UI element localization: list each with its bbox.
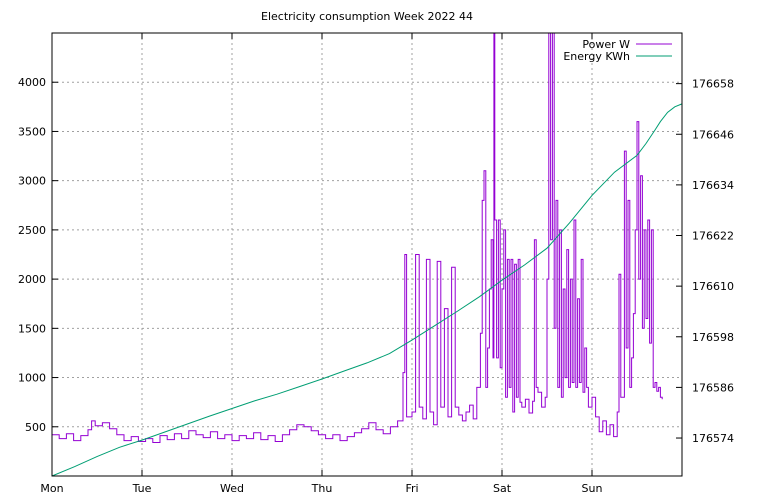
plot-frame: [51, 32, 683, 477]
series-layer: [51, 32, 683, 477]
x-tick-label: Sat: [493, 482, 512, 495]
x-tick-label: Fri: [405, 482, 418, 495]
y-right-tick-label: 176646: [692, 128, 734, 141]
y-right-tick-label: 176634: [692, 179, 734, 192]
axes: Mon Tue Wed Thu Fri Sat Sun 500 1000 1500 2000 2500…: [18, 33, 734, 495]
y-right-tick-label: 176574: [692, 432, 734, 445]
y-right-tick-label: 176586: [692, 381, 734, 394]
x-tick-label: Wed: [220, 482, 244, 495]
legend-entry-label: Power W: [582, 38, 630, 51]
x-tick-label: Tue: [132, 482, 152, 495]
y-left-tick-label: 2000: [18, 273, 46, 286]
legend-entry-label: Energy KWh: [563, 50, 630, 63]
y-left-tick-label: 3000: [18, 175, 46, 188]
y-right-tick-label: 176598: [692, 331, 734, 344]
y-left-tick-label: 4000: [18, 76, 46, 89]
y-left-tick-label: 1000: [18, 372, 46, 385]
y-left-tick-label: 500: [25, 421, 46, 434]
x-tick-label: Thu: [311, 482, 333, 495]
y-right-tick-label: 176610: [692, 280, 734, 293]
chart-title: Electricity consumption Week 2022 44: [261, 10, 473, 23]
series-line-power-w: [52, 32, 663, 443]
series-line-energy-kwh: [51, 103, 683, 477]
y-left-tick-label: 1500: [18, 322, 46, 335]
grid: [52, 33, 682, 476]
x-tick-label: Mon: [40, 482, 63, 495]
y-right-tick-label: 176622: [692, 230, 734, 243]
y-left-tick-label: 2500: [18, 224, 46, 237]
y-right-tick-label: 176658: [692, 78, 734, 91]
x-tick-label: Sun: [582, 482, 603, 495]
y-left-tick-label: 3500: [18, 125, 46, 138]
